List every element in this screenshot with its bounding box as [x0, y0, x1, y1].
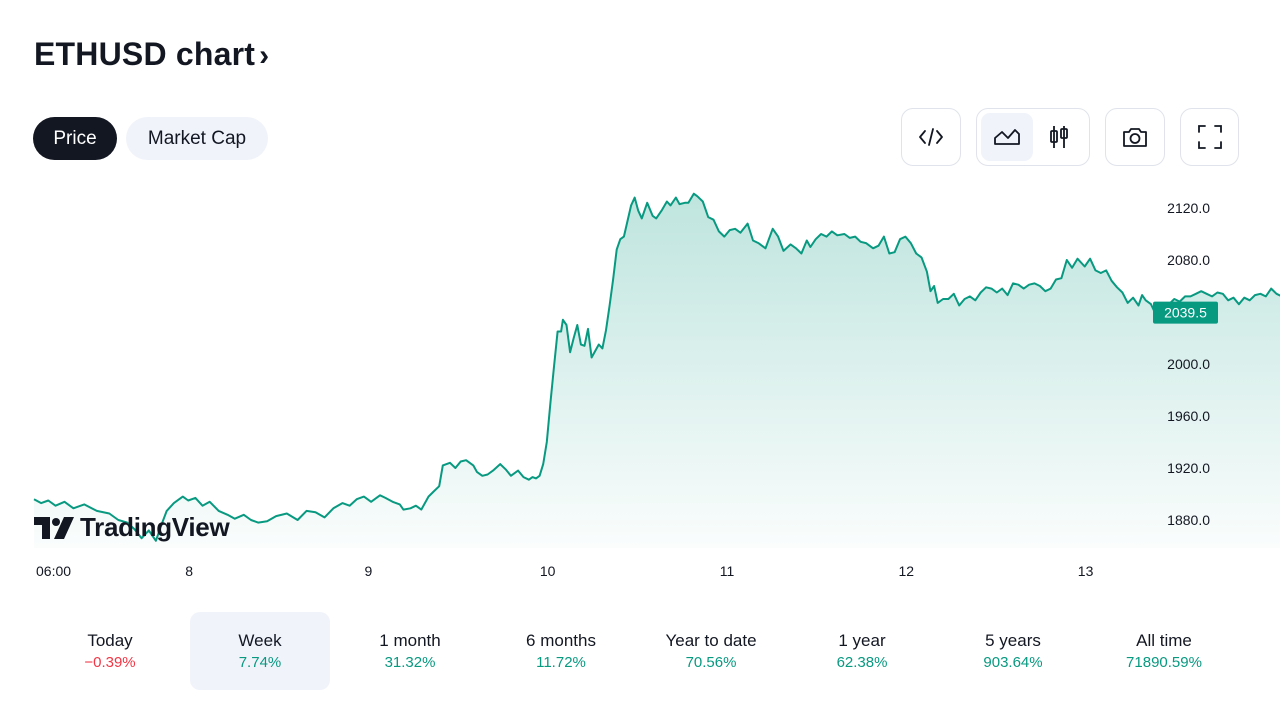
- period-selector: Today −0.39% Week 7.74% 1 month 31.32% 6 month…: [40, 612, 1240, 690]
- price-area-fill: [34, 193, 1280, 548]
- period-change-value: 70.56%: [685, 654, 737, 671]
- period-change-value: 62.38%: [836, 654, 888, 671]
- tab-market-cap[interactable]: Market Cap: [126, 117, 268, 160]
- price-chart[interactable]: 2120.02080.02040.02000.01960.01920.01880…: [0, 180, 1280, 600]
- period-week[interactable]: Week 7.74%: [190, 612, 330, 690]
- x-tick-label: 10: [540, 563, 556, 579]
- y-tick-label: 2120.0: [1167, 200, 1210, 216]
- y-tick-label: 1880.0: [1167, 512, 1210, 528]
- tab-price-label: Price: [53, 127, 97, 149]
- period-1-month[interactable]: 1 month 31.32%: [340, 612, 480, 690]
- area-chart-icon: [994, 129, 1020, 145]
- tab-price[interactable]: Price: [33, 117, 117, 160]
- area-style-button[interactable]: [981, 113, 1033, 161]
- period-change-value: 903.64%: [983, 654, 1043, 671]
- tradingview-logo-text: TradingView: [80, 512, 230, 542]
- period-label: Week: [238, 631, 282, 650]
- code-embed-icon: [919, 128, 943, 146]
- x-tick-label: 8: [185, 563, 193, 579]
- snapshot-button[interactable]: [1105, 108, 1165, 166]
- period-label: Today: [87, 631, 133, 650]
- period-label: 6 months: [526, 631, 596, 650]
- period-1-year[interactable]: 1 year 62.38%: [792, 612, 932, 690]
- period-change-value: 31.32%: [384, 654, 436, 671]
- embed-button[interactable]: [901, 108, 961, 166]
- period-year-to-date[interactable]: Year to date 70.56%: [641, 612, 781, 690]
- period-label: Year to date: [665, 631, 757, 650]
- candlestick-icon: [1050, 126, 1068, 148]
- period-change-value: 11.72%: [536, 654, 586, 671]
- last-price-badge: [1153, 301, 1218, 324]
- period-label: 1 month: [379, 631, 441, 650]
- candle-style-button[interactable]: [1033, 113, 1085, 161]
- period-label: 5 years: [985, 631, 1041, 650]
- period-change-value: 7.74%: [238, 654, 282, 671]
- period-5-years[interactable]: 5 years 903.64%: [943, 612, 1083, 690]
- period-all-time[interactable]: All time 71890.59%: [1094, 612, 1234, 690]
- period-change-value: 71890.59%: [1126, 654, 1202, 671]
- last-price-label: 2039.5: [1164, 305, 1207, 321]
- period-label: All time: [1136, 631, 1192, 650]
- y-tick-label: 2080.0: [1167, 252, 1210, 268]
- chart-style-group: [976, 108, 1090, 166]
- x-tick-label: 12: [899, 563, 915, 579]
- y-tick-label: 1960.0: [1167, 408, 1210, 424]
- page-title-text: ETHUSD chart: [34, 36, 256, 72]
- x-tick-label: 9: [364, 563, 372, 579]
- tab-market-cap-label: Market Cap: [147, 127, 247, 149]
- fullscreen-button[interactable]: [1180, 108, 1239, 166]
- y-tick-label: 2000.0: [1167, 356, 1210, 372]
- fullscreen-icon: [1197, 125, 1222, 149]
- period-change-value: −0.39%: [84, 654, 136, 671]
- page-title[interactable]: ETHUSD chart ›: [34, 36, 269, 73]
- price-series-line: [33, 192, 1280, 542]
- tradingview-logo[interactable]: TradingView: [34, 512, 230, 543]
- x-tick-label: 11: [720, 563, 735, 579]
- x-tick-label: 13: [1078, 563, 1094, 579]
- period-label: 1 year: [838, 631, 886, 650]
- tradingview-logo-icon: [34, 516, 74, 539]
- period-6-months[interactable]: 6 months 11.72%: [491, 612, 631, 690]
- camera-icon: [1123, 128, 1147, 147]
- y-tick-label: 1920.0: [1167, 460, 1210, 476]
- period-today[interactable]: Today −0.39%: [40, 612, 180, 690]
- x-tick-label: 06:00: [36, 563, 71, 579]
- chevron-right-icon: ›: [259, 39, 270, 72]
